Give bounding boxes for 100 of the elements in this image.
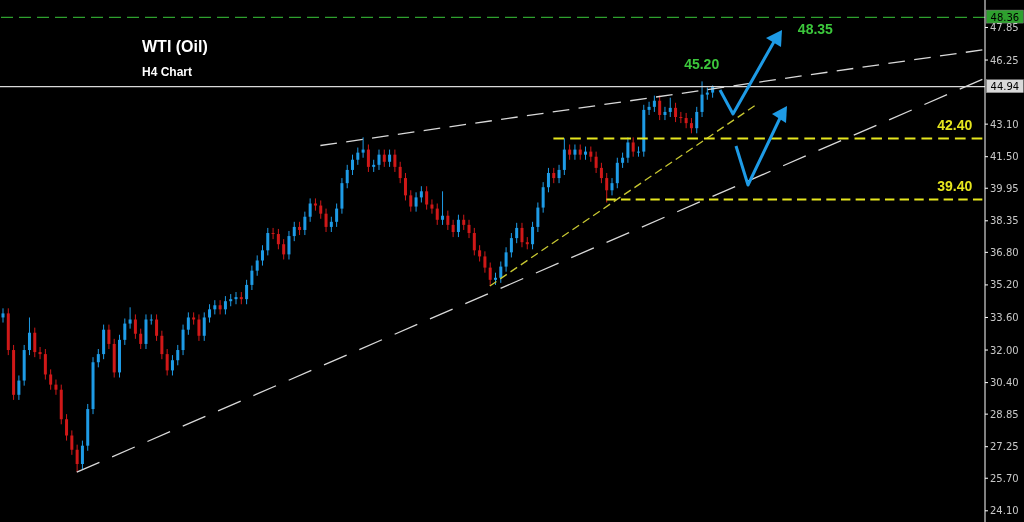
candlestick (133, 313, 137, 340)
candlestick (414, 191, 418, 213)
candlestick (541, 181, 545, 214)
y-tick-label: 38.35 (990, 215, 1019, 227)
candlestick (324, 208, 328, 233)
y-tick-label: 28.85 (990, 408, 1019, 420)
candlestick (181, 324, 185, 356)
candlestick (456, 214, 460, 238)
candlestick (695, 106, 699, 134)
candlestick (546, 167, 550, 193)
y-tick-label: 32.00 (990, 344, 1019, 356)
candlestick (170, 354, 174, 376)
annotation: 45.20 (684, 56, 720, 73)
candlestick (366, 143, 370, 173)
candlestick (345, 164, 349, 189)
candlestick (536, 201, 540, 233)
y-tick-label: 33.60 (990, 312, 1019, 324)
candlestick (282, 238, 286, 260)
candlestick (218, 299, 222, 315)
candlestick (160, 330, 164, 360)
candlestick (663, 106, 667, 121)
y-tick-label: 27.25 (990, 441, 1019, 453)
candlestick (557, 164, 561, 184)
y-tick-label: 47.85 (990, 22, 1019, 34)
candlestick (245, 279, 249, 305)
candlestick (176, 344, 180, 366)
candlestick (139, 328, 143, 350)
y-tick-label: 39.95 (990, 182, 1019, 194)
candlestick (49, 368, 53, 391)
y-tick-label: 36.80 (990, 246, 1019, 258)
text: WTI (Oil) (142, 38, 208, 56)
candlestick (488, 262, 492, 287)
candlestick (107, 324, 111, 350)
ref-line-label: 48.35 (797, 21, 834, 38)
candlestick (483, 250, 487, 274)
candlestick (674, 102, 678, 123)
candlestick (38, 346, 42, 360)
candlestick (335, 203, 339, 228)
candlestick (509, 232, 513, 258)
candlestick (308, 197, 312, 223)
candlestick (636, 146, 640, 158)
candlestick (223, 295, 227, 315)
candlestick (319, 199, 323, 220)
candlestick (361, 136, 365, 159)
candlestick (1, 307, 5, 324)
candlestick (398, 161, 402, 184)
candlestick (27, 316, 31, 356)
series-label: 39.40 (937, 178, 973, 195)
candlestick (499, 261, 503, 284)
candlestick (520, 222, 524, 248)
candlestick (451, 219, 455, 238)
candlestick (65, 413, 69, 442)
y-tick-label: 41.50 (990, 151, 1019, 163)
candlestick (149, 313, 153, 326)
y-tick-label: 24.10 (990, 505, 1019, 517)
series-label: 42.40 (937, 117, 973, 134)
candlestick (287, 230, 291, 260)
candlestick (17, 374, 21, 401)
candlestick (647, 101, 651, 116)
candlestick (562, 137, 566, 176)
y-tick-label: 35.20 (990, 279, 1019, 291)
candlestick (393, 149, 397, 173)
candlestick (260, 244, 264, 267)
candlestick (202, 311, 206, 342)
candlestick (96, 348, 100, 368)
candlestick (515, 222, 519, 244)
y-tick-label: 43.10 (990, 118, 1019, 130)
candlestick (276, 228, 280, 250)
candlestick (75, 444, 79, 473)
candlestick (441, 190, 445, 226)
candlestick (403, 172, 407, 201)
candlestick (313, 197, 317, 212)
candlestick (70, 429, 74, 456)
candlestick (531, 221, 535, 250)
candlestick (197, 313, 201, 342)
candlestick (409, 189, 413, 213)
candlestick (80, 440, 84, 470)
candlestick (255, 254, 259, 277)
candlestick (208, 303, 212, 324)
candlestick (377, 149, 381, 171)
candlestick (165, 348, 169, 376)
candlestick (430, 198, 434, 215)
candlestick (128, 306, 132, 330)
candlestick (54, 379, 58, 396)
candlestick (472, 227, 476, 256)
candlestick (435, 203, 439, 226)
candlestick (266, 227, 270, 256)
candlestick (425, 185, 429, 211)
candlestick (504, 246, 508, 273)
candlestick (679, 111, 683, 124)
candlestick (610, 177, 614, 196)
candlestick (155, 313, 159, 342)
candlestick (615, 157, 619, 189)
candlestick (594, 151, 598, 174)
candlestick (700, 80, 704, 118)
y-tick-label: 25.70 (990, 472, 1019, 484)
candlestick (303, 211, 307, 236)
candlestick (234, 291, 238, 305)
candlestick (599, 162, 603, 184)
candlestick (573, 143, 577, 161)
